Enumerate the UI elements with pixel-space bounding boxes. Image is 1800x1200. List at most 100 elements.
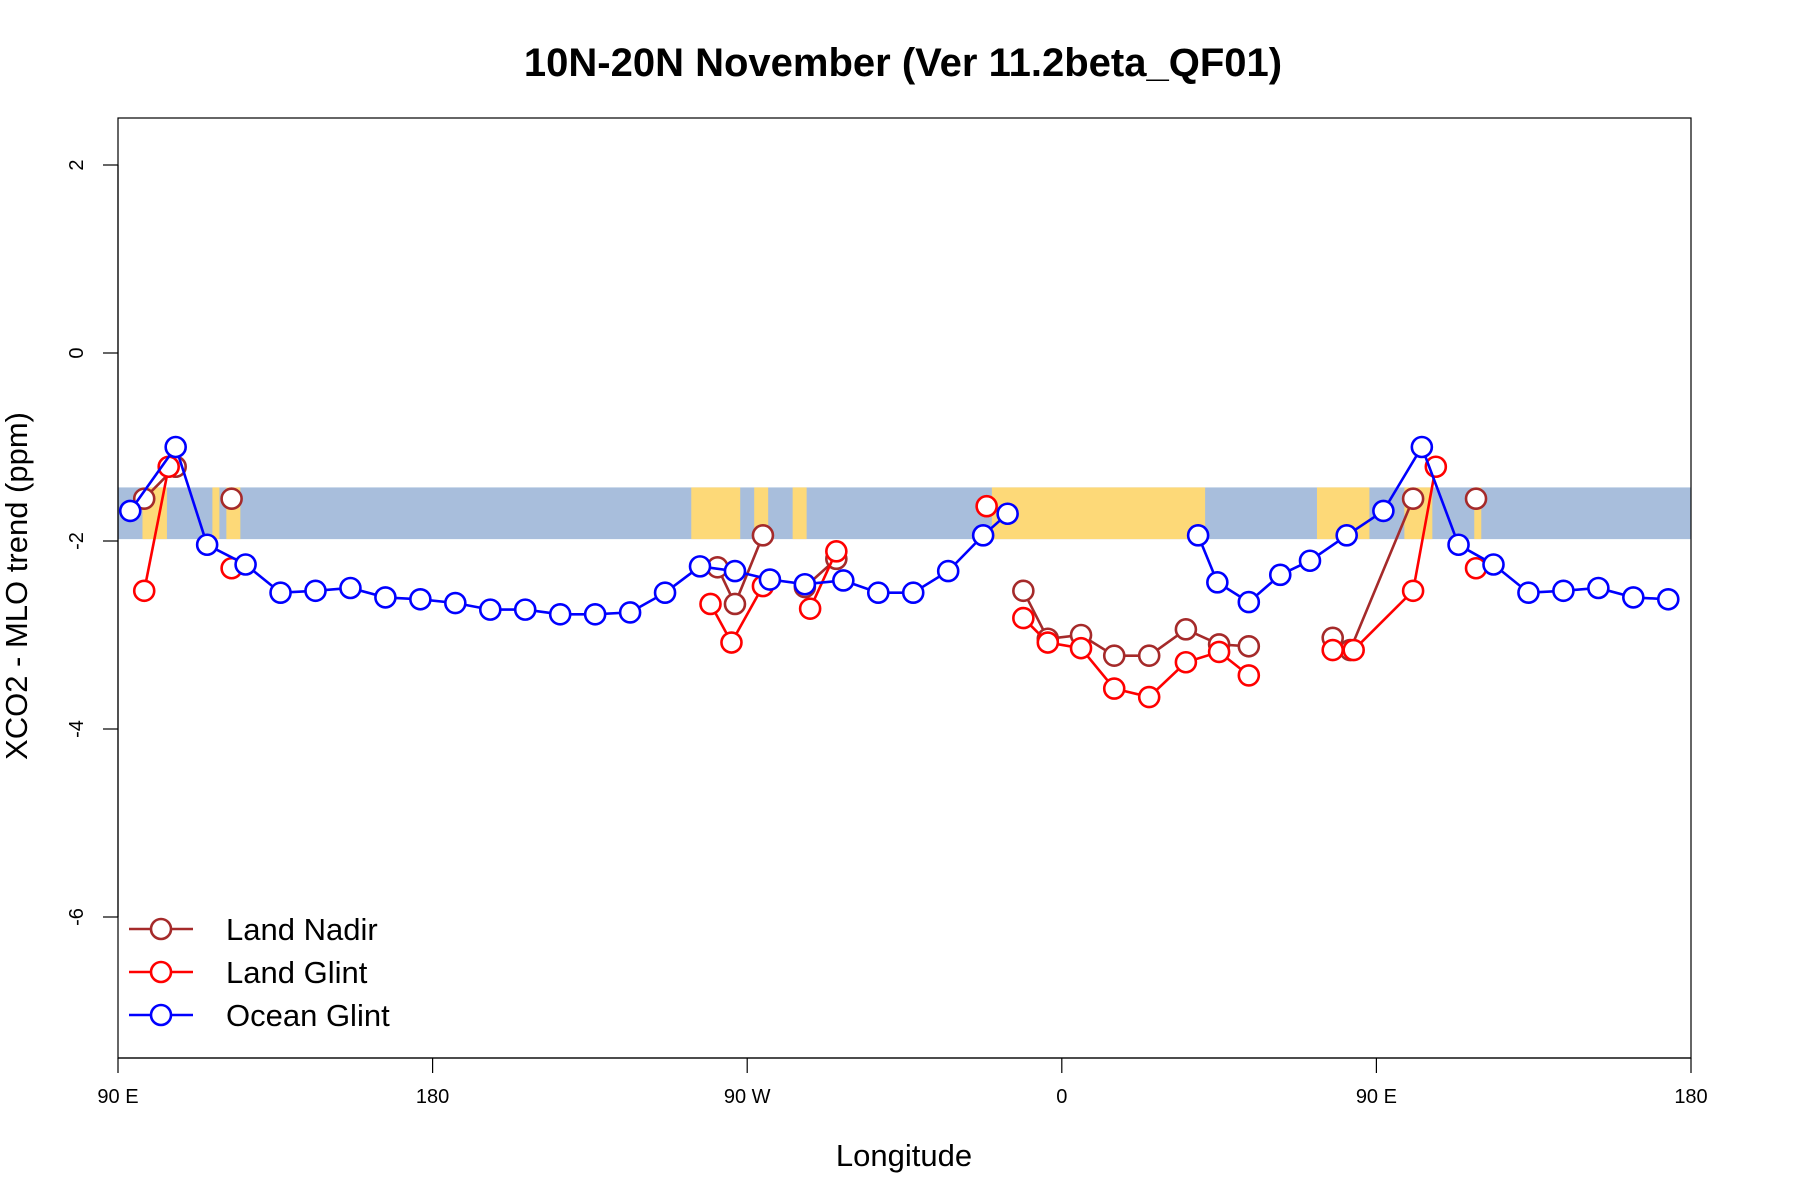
x-axis: 90 E 180 90 W 0 90 E 180 bbox=[97, 1057, 1708, 1108]
data-point bbox=[793, 572, 817, 596]
data-point bbox=[688, 555, 712, 578]
y-tick-label: 0 bbox=[66, 347, 88, 358]
data-point bbox=[1342, 638, 1365, 662]
legend-marker bbox=[149, 1003, 173, 1027]
data-point bbox=[409, 587, 432, 611]
x-tick-label: 90 E bbox=[1356, 1086, 1397, 1108]
data-point bbox=[751, 524, 775, 547]
data-point bbox=[339, 576, 362, 600]
data-point bbox=[798, 597, 822, 620]
data-point bbox=[618, 601, 642, 624]
data-point bbox=[1321, 638, 1345, 662]
data-point bbox=[1298, 549, 1322, 573]
legend-label: Ocean Glint bbox=[226, 998, 390, 1033]
data-point bbox=[1656, 587, 1680, 611]
data-point bbox=[1207, 640, 1231, 664]
data-point bbox=[304, 579, 327, 603]
data-point bbox=[164, 435, 187, 459]
data-point bbox=[720, 631, 743, 654]
y-tick-label: -4 bbox=[66, 720, 88, 738]
series-line bbox=[142, 466, 170, 592]
data-point bbox=[195, 533, 219, 557]
data-point bbox=[220, 487, 243, 511]
y-tick-label: -6 bbox=[66, 908, 88, 926]
legend-label: Land Glint bbox=[226, 955, 368, 990]
data-point bbox=[583, 603, 607, 626]
y-tick-label: 2 bbox=[66, 159, 88, 170]
data-point bbox=[1482, 553, 1505, 576]
data-point bbox=[1401, 487, 1425, 511]
data-point bbox=[901, 581, 925, 605]
data-point bbox=[832, 569, 855, 592]
data-point bbox=[1401, 579, 1425, 603]
x-tick-label: 90 E bbox=[97, 1086, 138, 1108]
data-point bbox=[1622, 586, 1645, 609]
data-point bbox=[699, 592, 722, 616]
data-point bbox=[971, 524, 995, 547]
plot-area bbox=[118, 435, 1680, 709]
data-point bbox=[548, 603, 572, 626]
legend-marker bbox=[149, 917, 173, 941]
map-ocean bbox=[118, 487, 1691, 540]
data-point bbox=[653, 581, 677, 605]
data-point bbox=[1174, 650, 1198, 674]
data-point bbox=[723, 559, 747, 583]
data-point bbox=[132, 579, 156, 603]
data-point bbox=[444, 591, 467, 615]
series-ocean-glint bbox=[118, 435, 1680, 626]
data-point bbox=[1137, 685, 1161, 709]
x-tick-label: 90 W bbox=[724, 1086, 771, 1108]
data-point bbox=[1552, 579, 1575, 603]
data-point bbox=[1237, 590, 1261, 614]
map-land-5 bbox=[792, 487, 807, 540]
data-point bbox=[1237, 664, 1261, 687]
data-point bbox=[1335, 524, 1358, 547]
data-point bbox=[825, 540, 848, 563]
data-point bbox=[758, 568, 782, 591]
data-point bbox=[1102, 644, 1126, 667]
data-point bbox=[975, 494, 998, 518]
series-land-glint bbox=[132, 455, 1488, 709]
y-axis-label: XCO2 - MLO trend (ppm) bbox=[0, 412, 34, 760]
data-point bbox=[866, 581, 890, 605]
data-point bbox=[723, 592, 747, 616]
data-point bbox=[1137, 644, 1161, 667]
x-tick-label: 180 bbox=[416, 1086, 449, 1108]
data-point bbox=[1012, 606, 1035, 630]
data-point bbox=[1237, 634, 1261, 658]
data-point bbox=[1464, 487, 1488, 511]
data-point bbox=[234, 553, 257, 576]
data-point bbox=[1372, 499, 1395, 523]
data-point bbox=[936, 559, 960, 583]
x-axis-label: Longitude bbox=[836, 1138, 972, 1173]
x-tick-label: 0 bbox=[1056, 1086, 1067, 1108]
legend-label: Land Nadir bbox=[226, 912, 378, 947]
map-land-1 bbox=[212, 487, 220, 540]
data-point bbox=[118, 499, 142, 523]
data-point bbox=[132, 487, 156, 511]
data-point bbox=[1102, 677, 1126, 700]
data-point bbox=[1206, 571, 1229, 594]
chart-title: 10N-20N November (Ver 11.2beta_QF01) bbox=[524, 41, 1282, 85]
data-point bbox=[1447, 533, 1470, 557]
y-tick-label: -2 bbox=[66, 532, 88, 550]
data-point bbox=[1069, 636, 1093, 660]
data-point bbox=[1174, 618, 1198, 641]
data-point bbox=[478, 598, 502, 621]
data-point bbox=[1268, 563, 1292, 587]
legend: Land Nadir Land Glint Ocean Glint bbox=[129, 912, 390, 1033]
data-point bbox=[374, 586, 397, 609]
y-axis: 2 0 -2 -4 -6 bbox=[66, 159, 119, 926]
data-point bbox=[996, 502, 1019, 526]
map-land-6 bbox=[991, 487, 1206, 540]
legend-marker bbox=[149, 960, 173, 984]
data-point bbox=[269, 581, 292, 605]
data-point bbox=[1517, 581, 1540, 605]
data-point bbox=[513, 598, 537, 621]
data-point bbox=[1012, 579, 1035, 603]
data-point bbox=[1410, 435, 1434, 459]
map-land-3 bbox=[691, 487, 741, 540]
x-tick-label: 180 bbox=[1674, 1086, 1707, 1108]
data-point bbox=[1186, 524, 1210, 547]
